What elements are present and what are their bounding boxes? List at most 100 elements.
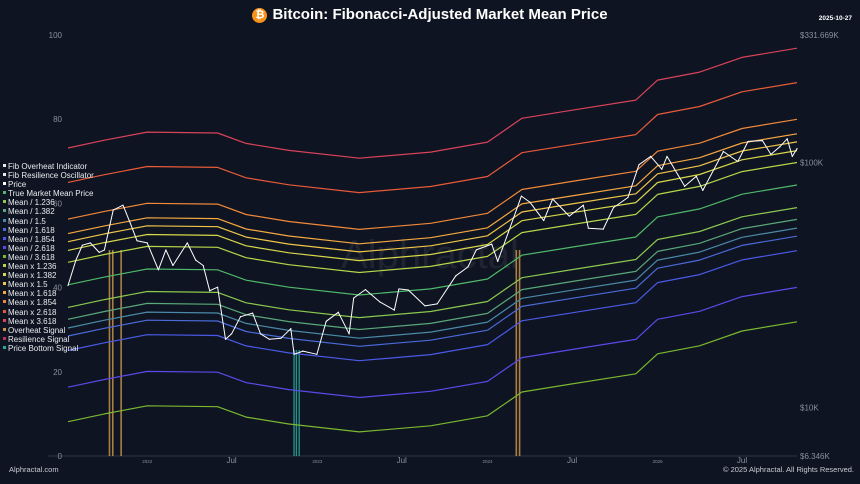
price-point [761, 139, 764, 142]
price-point [398, 288, 400, 290]
legend-marker [3, 300, 6, 304]
price-point [407, 289, 409, 291]
legend-item[interactable]: True Market Mean Price [3, 189, 94, 198]
left-axis-tick: 60 [53, 199, 62, 208]
legend-item[interactable]: Mean / 1.5 [3, 217, 94, 226]
true-market-mean-line [67, 184, 798, 296]
band-mean-1-5 [67, 227, 798, 339]
left-axis-tick: 20 [53, 368, 62, 377]
legend-marker [3, 345, 6, 349]
legend-item[interactable]: Mean x 1.236 [3, 262, 94, 271]
right-axis-tick: $6.346K [800, 452, 830, 461]
legend-item[interactable]: Price [3, 180, 94, 189]
price-point [195, 259, 197, 261]
legend-marker [3, 218, 6, 222]
price-point [268, 338, 270, 340]
legend-item[interactable]: Resilience Signal [3, 335, 94, 344]
legend-item[interactable]: Mean x 1.382 [3, 271, 94, 280]
legend-marker [3, 264, 6, 268]
footer-site: Alphractal.com [9, 465, 59, 474]
price-point [786, 138, 788, 140]
price-point [475, 249, 477, 251]
price-point [165, 249, 167, 251]
legend-label: Mean / 1.618 [8, 225, 55, 235]
left-axis-tick: 0 [58, 452, 63, 461]
price-point [353, 297, 355, 299]
bitcoin-icon: ₿ [252, 8, 268, 23]
legend-label: Mean x 2.618 [8, 307, 57, 317]
legend-item[interactable]: Fib Overheat Indicator [3, 162, 94, 171]
legend-item[interactable]: Mean / 2.618 [3, 244, 94, 253]
legend-item[interactable]: Price Bottom Signal [3, 344, 94, 353]
legend-label: Mean x 3.618 [8, 316, 57, 326]
legend-marker [3, 182, 6, 186]
price-point [582, 204, 584, 206]
legend-item[interactable]: Mean / 1.236 [3, 198, 94, 207]
price-point [587, 227, 589, 229]
price-point [112, 209, 114, 211]
footer-copyright: © 2025 Alphractal. All Rights Reserved. [722, 465, 854, 474]
legend-item[interactable]: Mean / 1.618 [3, 226, 94, 235]
legend-item[interactable]: Mean x 2.618 [3, 308, 94, 317]
legend-marker [3, 164, 6, 167]
band-mean-x-1-382 [67, 150, 798, 262]
price-point [467, 266, 469, 268]
price-point [364, 289, 366, 291]
price-point [293, 353, 295, 355]
price-point [666, 155, 668, 157]
legend-item[interactable]: Mean / 1.854 [3, 235, 94, 244]
price-point [491, 243, 493, 245]
legend-item[interactable]: Fib Resilience Oscillator [3, 171, 94, 180]
price-point [695, 175, 697, 177]
price-point [684, 185, 686, 187]
legend-marker [3, 173, 6, 177]
legend-item[interactable]: Mean / 3.618 [3, 253, 94, 262]
legend-label: Mean x 1.618 [8, 289, 57, 299]
legend-item[interactable]: Overheat Signal [3, 326, 94, 335]
legend-marker [3, 327, 6, 331]
price-point [103, 249, 105, 251]
legend-item[interactable]: Mean x 1.854 [3, 298, 94, 307]
legend-label: Price Bottom Signal [8, 343, 79, 353]
legend-item[interactable]: Mean x 1.618 [3, 289, 94, 298]
price-point [251, 312, 254, 314]
x-axis-tick: 2024 [482, 459, 493, 464]
date-label: 2025-10-27 [818, 15, 852, 22]
price-point [259, 333, 262, 335]
left-axis-tick: 40 [53, 284, 62, 293]
legend-label: Fib Overheat Indicator [8, 162, 88, 171]
legend-marker [3, 309, 6, 313]
price-point [89, 242, 91, 244]
legend-marker [3, 273, 6, 277]
price-point [202, 264, 204, 267]
price-point [75, 259, 77, 261]
legend-label: Overheat Signal [8, 325, 66, 335]
price-point [316, 353, 318, 355]
price-point [612, 207, 615, 209]
price-point [568, 215, 570, 217]
x-axis-tick: 2025 [653, 459, 664, 464]
legend-item[interactable]: Mean / 1.382 [3, 207, 94, 216]
price-point [98, 251, 100, 253]
chart-title: ₿ Bitcoin: Fibonacci-Adjusted Market Mean… [0, 6, 860, 23]
legend-item[interactable]: Mean x 3.618 [3, 317, 94, 326]
band-mean-1-618 [67, 235, 798, 347]
legend-marker [3, 291, 6, 295]
price-point [209, 290, 211, 292]
legend-item[interactable]: Mean x 1.5 [3, 280, 94, 289]
price-point [280, 337, 282, 339]
x-axis-tick: Jul [567, 456, 577, 465]
price-point [770, 153, 772, 155]
price-point [217, 286, 219, 288]
price-point [231, 333, 233, 335]
x-axis-tick: Jul [737, 456, 747, 465]
legend-marker [3, 209, 6, 213]
price-point [348, 333, 350, 335]
price-point [520, 195, 523, 197]
price-point [497, 260, 499, 263]
legend-label: Mean / 1.5 [8, 216, 46, 226]
price-point [337, 311, 339, 313]
band-mean-x-2-618 [67, 82, 798, 194]
legend-marker [3, 336, 6, 340]
